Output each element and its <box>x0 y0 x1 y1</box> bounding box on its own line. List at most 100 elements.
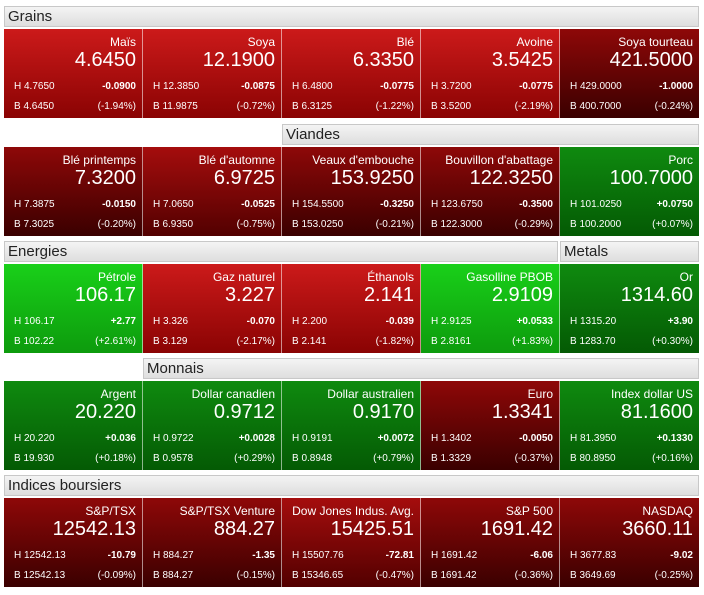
quote-price: 1.3341 <box>491 401 553 423</box>
quote-name: Index dollar US <box>610 387 693 401</box>
quote-change: +0.0028 <box>238 433 275 444</box>
section-title: Indices boursiers <box>8 477 122 494</box>
quote-high: H 3.326 <box>153 316 189 327</box>
quote-percent: (+0.29%) <box>234 453 275 464</box>
section-header-grains: Grains <box>4 6 699 27</box>
quote-percent: (-0.47%) <box>375 570 414 581</box>
section-title: Viandes <box>286 126 340 143</box>
quote-tile-euro[interactable]: Euro 1.3341 H 1.3402 -0.0050 B 1.3329 (-0.… <box>421 381 560 470</box>
section-header-indices: Indices boursiers <box>4 475 699 496</box>
quote-high: H 106.17 <box>14 316 55 327</box>
quote-tile-gaz-naturel[interactable]: Gaz naturel 3.227 H 3.326 -0.070 B 3.129 (… <box>143 264 282 353</box>
quote-name: Euro <box>527 387 553 401</box>
quote-percent: (-0.25%) <box>654 570 693 581</box>
quote-tile-dow-jones[interactable]: Dow Jones Indus. Avg. 15425.51 H 15507.7… <box>282 498 421 587</box>
quote-tile-avoine[interactable]: Avoine 3.5425 H 3.7200 -0.0775 B 3.5200 (-… <box>421 29 560 118</box>
section-header-energies: Energies <box>4 241 558 262</box>
quote-tile-or[interactable]: Or 1314.60 H 1315.20 +3.90 B 1283.70 (+0.3… <box>560 264 699 353</box>
quote-tile-veaux-embouche[interactable]: Veaux d'embouche 153.9250 H 154.5500 -0.3… <box>282 147 421 236</box>
quote-name: Argent <box>100 387 136 401</box>
quote-tile-ble[interactable]: Blé 6.3350 H 6.4800 -0.0775 B 6.3125 (-1.2… <box>282 29 421 118</box>
quote-price: 0.9170 <box>352 401 414 423</box>
quote-tile-soya[interactable]: Soya 12.1900 H 12.3850 -0.0875 B 11.9875 (… <box>143 29 282 118</box>
quote-high: H 1.3402 <box>431 433 472 444</box>
quote-change: -0.0525 <box>241 199 275 210</box>
quote-tile-sp-tsx[interactable]: S&P/TSX 12542.13 H 12542.13 -10.79 B 1254… <box>4 498 143 587</box>
quote-price: 6.9725 <box>213 167 275 189</box>
quote-percent: (+0.30%) <box>652 336 693 347</box>
quote-name: Bouvillon d'abattage <box>445 153 553 167</box>
quote-price: 12.1900 <box>202 49 275 71</box>
quote-price: 6.3350 <box>352 49 414 71</box>
quote-price: 2.9109 <box>491 284 553 306</box>
quote-high: H 2.9125 <box>431 316 472 327</box>
quote-percent: (-0.21%) <box>375 219 414 230</box>
quote-price: 15425.51 <box>330 518 414 540</box>
quote-change: +0.0750 <box>656 199 693 210</box>
quote-name: Dow Jones Indus. Avg. <box>292 504 414 518</box>
quote-high: H 101.0250 <box>570 199 622 210</box>
quote-tile-petrole[interactable]: Pétrole 106.17 H 106.17 +2.77 B 102.22 (+2… <box>4 264 143 353</box>
quote-low: B 0.8948 <box>292 453 333 464</box>
section-title: Grains <box>8 8 53 25</box>
quote-high: H 429.0000 <box>570 81 622 92</box>
quote-high: H 0.9722 <box>153 433 194 444</box>
quote-percent: (-0.20%) <box>97 219 136 230</box>
quote-high: H 20.220 <box>14 433 55 444</box>
section-header-viandes: Viandes <box>282 124 699 145</box>
quote-tile-index-dollar-us[interactable]: Index dollar US 81.1600 H 81.3950 +0.1330… <box>560 381 699 470</box>
quote-tile-sp-500[interactable]: S&P 500 1691.42 H 1691.42 -6.06 B 1691.42… <box>421 498 560 587</box>
quote-low: B 884.27 <box>153 570 194 581</box>
quote-name: Soya <box>247 35 275 49</box>
section-header-monnais: Monnais <box>143 358 699 379</box>
quote-name: Porc <box>668 153 693 167</box>
quote-percent: (-0.29%) <box>514 219 553 230</box>
quote-price: 7.3200 <box>74 167 136 189</box>
quote-price: 106.17 <box>74 284 136 306</box>
quote-price: 20.220 <box>74 401 136 423</box>
quote-tile-ble-printemps[interactable]: Blé printemps 7.3200 H 7.3875 -0.0150 B 7… <box>4 147 143 236</box>
quote-name: S&P/TSX Venture <box>179 504 275 518</box>
quote-tile-gasoline-pbob[interactable]: Gasolline PBOB 2.9109 H 2.9125 +0.0533 B … <box>421 264 560 353</box>
quote-row-indices: S&P/TSX 12542.13 H 12542.13 -10.79 B 1254… <box>4 498 699 587</box>
quote-low: B 1283.70 <box>570 336 616 347</box>
quote-price: 0.9712 <box>213 401 275 423</box>
quote-row-monnais: Argent 20.220 H 20.220 +0.036 B 19.930 (+0… <box>4 381 699 470</box>
quote-price: 12542.13 <box>52 518 136 540</box>
quote-low: B 3649.69 <box>570 570 616 581</box>
quote-tile-ethanols[interactable]: Éthanols 2.141 H 2.200 -0.039 B 2.141 (-1.… <box>282 264 421 353</box>
quote-row-energies: Pétrole 106.17 H 106.17 +2.77 B 102.22 (+2… <box>4 264 699 353</box>
quote-change: +0.036 <box>105 433 136 444</box>
section-title: Monnais <box>147 360 204 377</box>
quote-tile-sp-tsx-venture[interactable]: S&P/TSX Venture 884.27 H 884.27 -1.35 B 8… <box>143 498 282 587</box>
quote-tile-ble-automne[interactable]: Blé d'automne 6.9725 H 7.0650 -0.0525 B 6… <box>143 147 282 236</box>
quote-price: 884.27 <box>213 518 275 540</box>
quote-tile-bouvillon-abattage[interactable]: Bouvillon d'abattage 122.3250 H 123.6750… <box>421 147 560 236</box>
quote-name: Éthanols <box>367 270 414 284</box>
quote-low: B 0.9578 <box>153 453 194 464</box>
quote-tile-mais[interactable]: Maïs 4.6450 H 4.7650 -0.0900 B 4.6450 (-1.… <box>4 29 143 118</box>
quote-percent: (-1.82%) <box>375 336 414 347</box>
quote-low: B 19.930 <box>14 453 55 464</box>
quote-tile-argent[interactable]: Argent 20.220 H 20.220 +0.036 B 19.930 (+0… <box>4 381 143 470</box>
quote-price: 3.5425 <box>491 49 553 71</box>
quote-price: 3.227 <box>224 284 275 306</box>
quote-tile-dollar-australien[interactable]: Dollar australien 0.9170 H 0.9191 +0.0072… <box>282 381 421 470</box>
quote-tile-nasdaq[interactable]: NASDAQ 3660.11 H 3677.83 -9.02 B 3649.69 (… <box>560 498 699 587</box>
quote-tile-soya-tourteau[interactable]: Soya tourteau 421.5000 H 429.0000 -1.0000… <box>560 29 699 118</box>
quote-change: +0.0533 <box>516 316 553 327</box>
quote-change: -10.79 <box>107 550 136 561</box>
quote-low: B 11.9875 <box>153 101 198 112</box>
quote-percent: (-1.94%) <box>97 101 136 112</box>
quote-row-grains: Maïs 4.6450 H 4.7650 -0.0900 B 4.6450 (-1.… <box>4 29 699 118</box>
quote-change: -1.35 <box>252 550 275 561</box>
quote-change: -0.3500 <box>519 199 553 210</box>
quote-low: B 7.3025 <box>14 219 55 230</box>
quote-tile-dollar-canadien[interactable]: Dollar canadien 0.9712 H 0.9722 +0.0028 B… <box>143 381 282 470</box>
quote-high: H 884.27 <box>153 550 194 561</box>
quote-tile-porc[interactable]: Porc 100.7000 H 101.0250 +0.0750 B 100.20… <box>560 147 699 236</box>
quote-change: -0.0050 <box>519 433 553 444</box>
quote-low: B 1.3329 <box>431 453 472 464</box>
quote-high: H 3677.83 <box>570 550 617 561</box>
quote-high: H 1315.20 <box>570 316 617 327</box>
